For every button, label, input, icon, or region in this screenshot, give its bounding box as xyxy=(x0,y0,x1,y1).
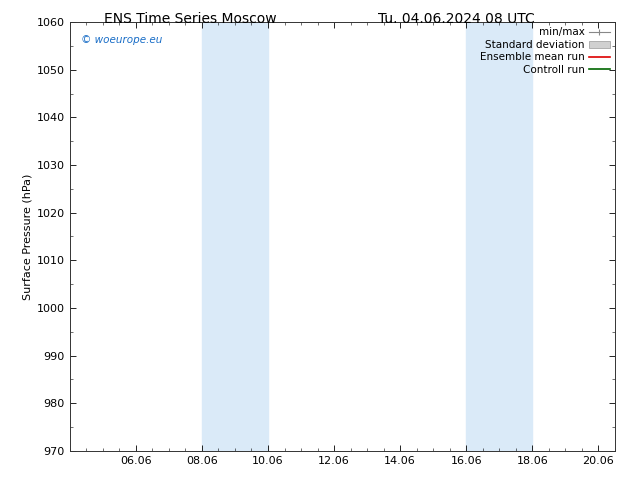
Y-axis label: Surface Pressure (hPa): Surface Pressure (hPa) xyxy=(23,173,32,299)
Text: Tu. 04.06.2024 08 UTC: Tu. 04.06.2024 08 UTC xyxy=(378,12,535,26)
Text: ENS Time Series Moscow: ENS Time Series Moscow xyxy=(104,12,276,26)
Text: © woeurope.eu: © woeurope.eu xyxy=(81,35,162,45)
Legend: min/max, Standard deviation, Ensemble mean run, Controll run: min/max, Standard deviation, Ensemble me… xyxy=(478,25,612,77)
Bar xyxy=(202,22,268,451)
Bar xyxy=(466,22,533,451)
